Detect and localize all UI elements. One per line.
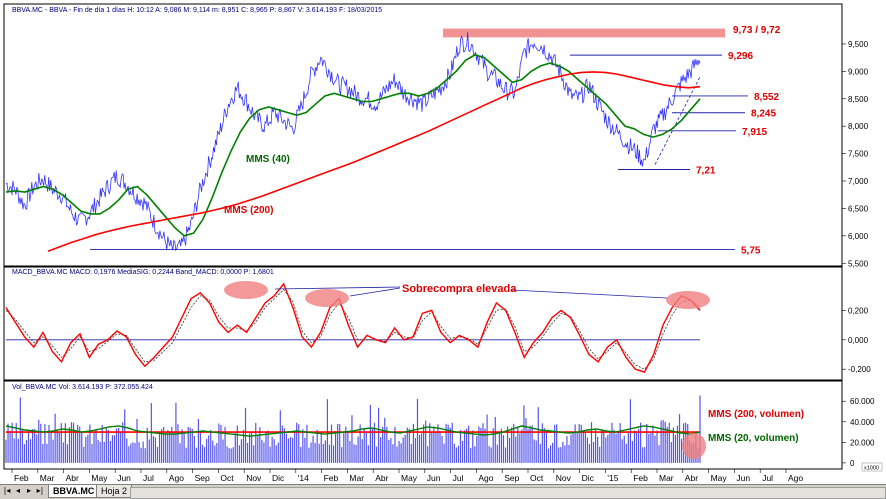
x-tick-label-6: Ago (169, 473, 184, 483)
price-y-label-6: 8,500 (848, 95, 869, 104)
price-series-layer: MMS (40) MMS (200) (5, 32, 701, 252)
ma40-line (5, 54, 701, 237)
x-tick-label-25: Mar (659, 473, 674, 483)
x-tick-label-11: '14 (298, 473, 309, 483)
x-tick-label-5: Jul (143, 473, 154, 483)
macd-annotation: Sobrecompra elevada (402, 283, 517, 295)
x-tick-label-24: Feb (633, 473, 648, 483)
sheet-tab-hoja2[interactable]: Hoja 2 (96, 485, 133, 498)
prev-sheet-icon[interactable]: ◂ (15, 486, 20, 495)
price-y-label-8: 9,500 (848, 40, 869, 49)
x-tick-label-19: Sep (504, 473, 519, 483)
x-tick-label-26: Abr (685, 473, 698, 483)
macd-y-label-0: -0,200 (848, 365, 871, 374)
x-tick-label-20: Oct (530, 473, 544, 483)
x-tick-label-30: Ago (788, 473, 803, 483)
x-tick-label-16: Jun (427, 473, 441, 483)
x-tick-label-27: May (711, 473, 728, 483)
x-tick-label-1: Mar (40, 473, 55, 483)
overbought-marker-2 (666, 291, 710, 309)
x-tick-label-23: '15 (607, 473, 618, 483)
support-resistance-layer: 9,73 / 9,72 9,296 8,552 8,245 7,915 7,21 5,75 (90, 25, 781, 257)
volume-y-label-0: 0 (850, 459, 855, 468)
price-header: BBVA.MC - BBVA - Fin de día 1 días H: 10… (12, 7, 382, 14)
x-tick-label-21: Nov (556, 473, 572, 483)
annotation-pointer-line (274, 286, 401, 290)
level-label-6: 5,75 (741, 246, 761, 257)
price-y-label-2: 6,500 (848, 204, 869, 213)
volume-series-layer (5, 395, 701, 463)
x-tick-label-3: May (91, 473, 108, 483)
x-tick-label-2: Abr (66, 473, 79, 483)
x-tick-label-12: Feb (324, 473, 339, 483)
x-tick-label-4: Jun (117, 473, 131, 483)
macd-header: MACD_BBVA.MC MACD: 0,1976 MediaSIG: 0,22… (12, 269, 274, 276)
first-sheet-icon[interactable]: |◂ (3, 486, 11, 495)
annotation-pointer-line (349, 287, 401, 297)
next-sheet-icon[interactable]: ▸ (26, 486, 31, 495)
volume-ma20-label: MMS (20, volumen) (708, 433, 799, 444)
volume-scale-tag-text: x1000 (864, 466, 879, 472)
price-line (5, 32, 701, 252)
overbought-marker-1 (305, 289, 349, 307)
x-tick-label-10: Dic (272, 473, 285, 483)
macd-panel (3, 266, 843, 381)
price-y-label-5: 8,000 (848, 122, 869, 131)
volume-highlight-marker (682, 433, 706, 459)
level-label-5: 7,21 (696, 165, 716, 176)
volume-header: Vol_BBVA.MC Vol: 3.614.193 P: 372.055.42… (12, 384, 153, 391)
chart-svg: BBVA.MC - BBVA - Fin de día 1 días H: 10… (3, 3, 883, 483)
x-tick-label-28: Jun (736, 473, 750, 483)
volume-scale-tag (861, 462, 883, 472)
volume-y-label-2: 40.000 (850, 418, 875, 427)
x-tick-label-29: Jul (762, 473, 773, 483)
ma200-label: MMS (200) (224, 205, 273, 216)
x-tick-label-7: Sep (195, 473, 210, 483)
volume-panel (3, 380, 843, 470)
x-tick-label-22: Dic (582, 473, 595, 483)
last-sheet-icon[interactable]: ▸| (36, 486, 44, 495)
trend-line (654, 76, 701, 165)
price-y-label-3: 7,000 (848, 177, 869, 186)
ma200-line (47, 71, 701, 252)
volume-ma200-label: MMS (200, volumen) (708, 409, 804, 420)
level-label-1: 9,296 (728, 51, 753, 62)
volume-y-label-1: 20.000 (850, 438, 875, 447)
x-tick-label-15: May (401, 473, 418, 483)
level-label-3: 8,245 (751, 109, 776, 120)
macd-y-label-1: 0,000 (848, 336, 869, 345)
x-tick-label-0: Feb (14, 473, 29, 483)
ma40-label: MMS (40) (246, 154, 290, 165)
x-tick-label-17: Jul (453, 473, 464, 483)
price-y-label-4: 7,500 (848, 150, 869, 159)
level-label-4: 7,915 (742, 127, 767, 138)
x-tick-label-18: Ago (478, 473, 493, 483)
macd-line (5, 282, 701, 373)
sheet-tab-bar: |◂ ◂ ▸ ▸| BBVA.MC Hoja 2 (0, 484, 886, 499)
annotation-pointer-line (511, 289, 668, 299)
x-tick-label-9: Nov (246, 473, 262, 483)
price-panel (3, 3, 843, 267)
horizontal-scrollbar[interactable] (130, 487, 886, 499)
level-label-0: 9,73 / 9,72 (733, 25, 781, 36)
price-y-label-0: 5,500 (848, 259, 869, 268)
annotation-layer: Sobrecompra elevada MMS (200, volumen) MMS… (224, 281, 804, 459)
overbought-marker-0 (224, 281, 268, 299)
sheet-tab-bbva[interactable]: BBVA.MC (48, 485, 100, 498)
macd-series-layer (5, 282, 701, 373)
resistance-zone (443, 28, 725, 38)
x-tick-label-14: Abr (375, 473, 388, 483)
volume-ma20-line (5, 425, 701, 437)
price-y-label-7: 9,000 (848, 67, 869, 76)
macd-y-label-2: 0,200 (848, 306, 869, 315)
axis-layer: Feb Mar Abr May Jun Jul Ago Sep Oct Nov Dic '14 Feb M… (11, 40, 875, 483)
volume-y-label-3: 60.000 (850, 397, 875, 406)
x-tick-label-8: Oct (220, 473, 234, 483)
level-label-2: 8,552 (754, 92, 779, 103)
x-tick-label-13: Mar (349, 473, 364, 483)
price-y-label-1: 6,000 (848, 232, 869, 241)
